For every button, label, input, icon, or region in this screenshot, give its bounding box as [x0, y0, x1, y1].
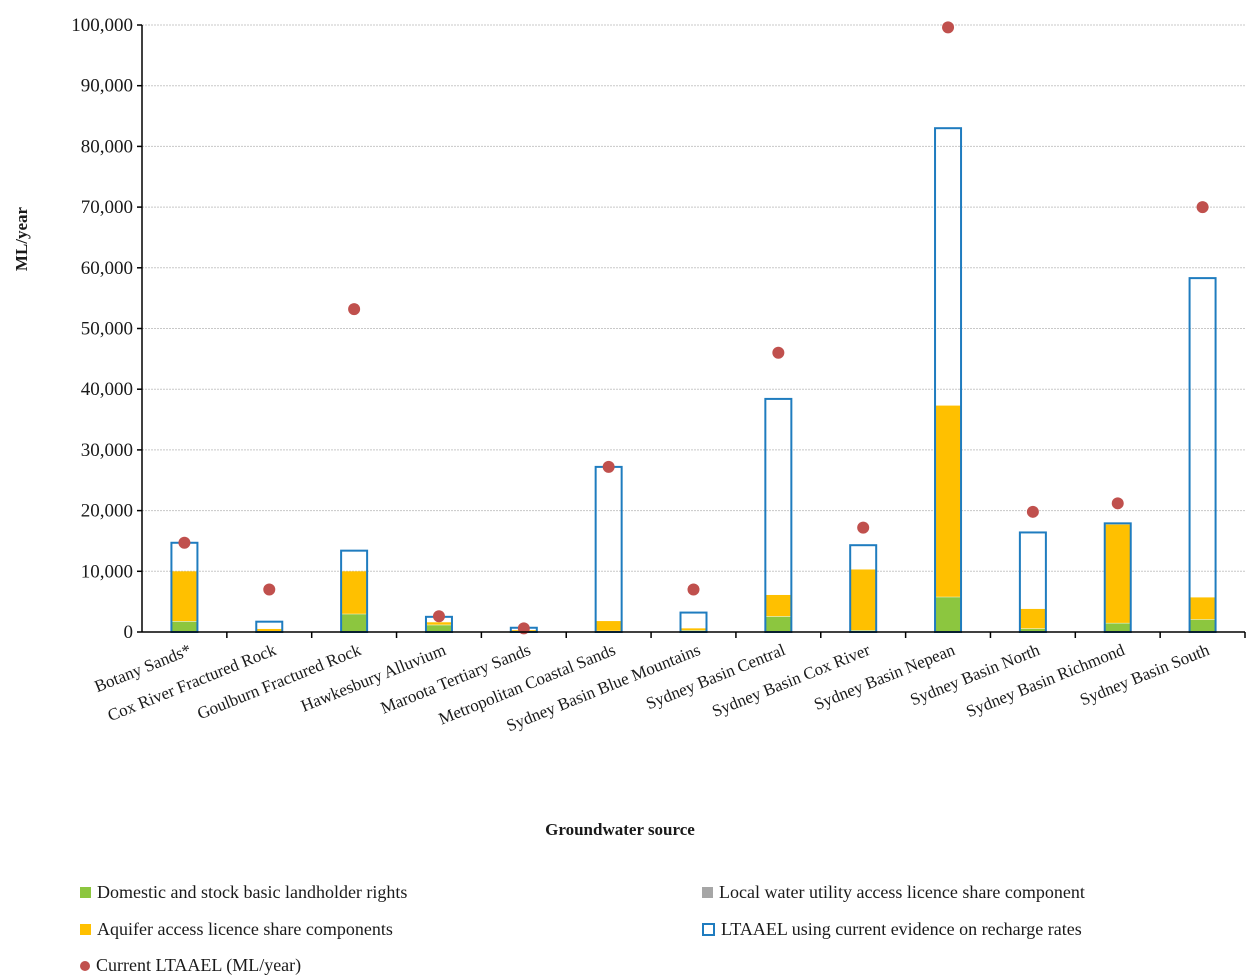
bar-segment-domestic [1189, 619, 1216, 632]
x-category-labels: Botany Sands*Cox River Fractured RockGou… [92, 640, 1213, 735]
bar-segment-domestic [1019, 628, 1046, 632]
bar-segment-aquifer [1189, 597, 1216, 620]
legend-item-aquifer: Aquifer access licence share components [80, 919, 393, 940]
legend-label: LTAAEL using current evidence on recharg… [721, 919, 1082, 939]
bar-segment-domestic [171, 621, 198, 632]
axes [137, 24, 1246, 638]
dot-current-ltaael [178, 536, 191, 549]
bar-segment-aquifer [595, 621, 622, 631]
x-category-label: Sydney Basin Nepean [811, 640, 958, 714]
y-tick-label: 0 [124, 622, 134, 643]
dots [178, 21, 1209, 635]
bar-ltaael-outline [594, 465, 623, 633]
legend-label: Domestic and stock basic landholder righ… [97, 882, 408, 902]
bar-segment-domestic [765, 616, 792, 632]
legend-item-local-utility: Local water utility access licence share… [702, 882, 1085, 903]
legend-item-current-ltaael: Current LTAAEL (ML/year) [80, 955, 301, 976]
legend-label: Local water utility access licence share… [719, 882, 1085, 902]
legend-label: Aquifer access licence share components [97, 919, 393, 939]
bar-segment-aquifer [425, 622, 452, 625]
bar-segment-aquifer [1104, 524, 1131, 623]
y-tick-label: 10,000 [81, 561, 133, 582]
y-tick-label: 80,000 [81, 136, 133, 157]
bar-segment-domestic [425, 624, 452, 632]
bar-segment-domestic [1104, 622, 1131, 632]
bar-segment-aquifer [850, 569, 877, 631]
y-tick-label: 60,000 [81, 258, 133, 279]
dot-current-ltaael [602, 460, 615, 473]
legend-item-ltaael-recharge: LTAAEL using current evidence on recharg… [702, 919, 1082, 940]
dot-current-ltaael [1026, 505, 1039, 518]
gridlines [142, 24, 1245, 572]
legend-swatch-green [80, 887, 91, 898]
bar-segment-aquifer [1019, 608, 1046, 629]
bar-ltaael-outline [1188, 277, 1217, 633]
bar-segment-aquifer [935, 405, 962, 597]
bar-segment-aquifer [171, 571, 198, 622]
legend-item-domestic: Domestic and stock basic landholder righ… [80, 882, 407, 903]
y-tick-label: 90,000 [81, 76, 133, 97]
dot-current-ltaael [348, 303, 361, 316]
y-tick-label: 100,000 [71, 15, 133, 36]
legend: Domestic and stock basic landholder righ… [80, 876, 1230, 976]
dot-current-ltaael [263, 583, 276, 596]
y-tick-label: 70,000 [81, 197, 133, 218]
x-category-label: Hawkesbury Alluvium [298, 640, 448, 715]
y-tick-label: 50,000 [81, 319, 133, 340]
y-tick-label: 20,000 [81, 501, 133, 522]
dot-current-ltaael [1196, 201, 1209, 214]
y-tick-labels: 0 10,000 20,000 30,000 40,000 50,000 60,000 70,… [71, 15, 133, 643]
bar-segment-aquifer [341, 571, 368, 614]
bar-segment-aquifer [765, 594, 792, 617]
bars [170, 127, 1217, 634]
y-axis-title: ML/year [12, 206, 31, 271]
dot-current-ltaael [432, 610, 445, 623]
legend-swatch-yellow [80, 924, 91, 935]
dot-current-ltaael [942, 21, 955, 34]
y-tick-label: 40,000 [81, 379, 133, 400]
bar-segment-domestic [341, 613, 368, 632]
dot-current-ltaael [1111, 497, 1124, 510]
y-tick-label: 30,000 [81, 440, 133, 461]
dot-current-ltaael [772, 346, 785, 359]
bar-segment-aquifer [680, 628, 707, 631]
legend-swatch-grey [702, 887, 713, 898]
x-axis-title: Groundwater source [545, 820, 695, 839]
dot-current-ltaael [687, 583, 700, 596]
legend-swatch-blue-outline [702, 923, 715, 936]
bar-segment-aquifer [256, 628, 283, 632]
dot-current-ltaael [857, 521, 870, 534]
legend-swatch-red-dot [80, 960, 90, 971]
legend-label: Current LTAAEL (ML/year) [96, 955, 302, 975]
bar-segment-domestic [935, 596, 962, 632]
